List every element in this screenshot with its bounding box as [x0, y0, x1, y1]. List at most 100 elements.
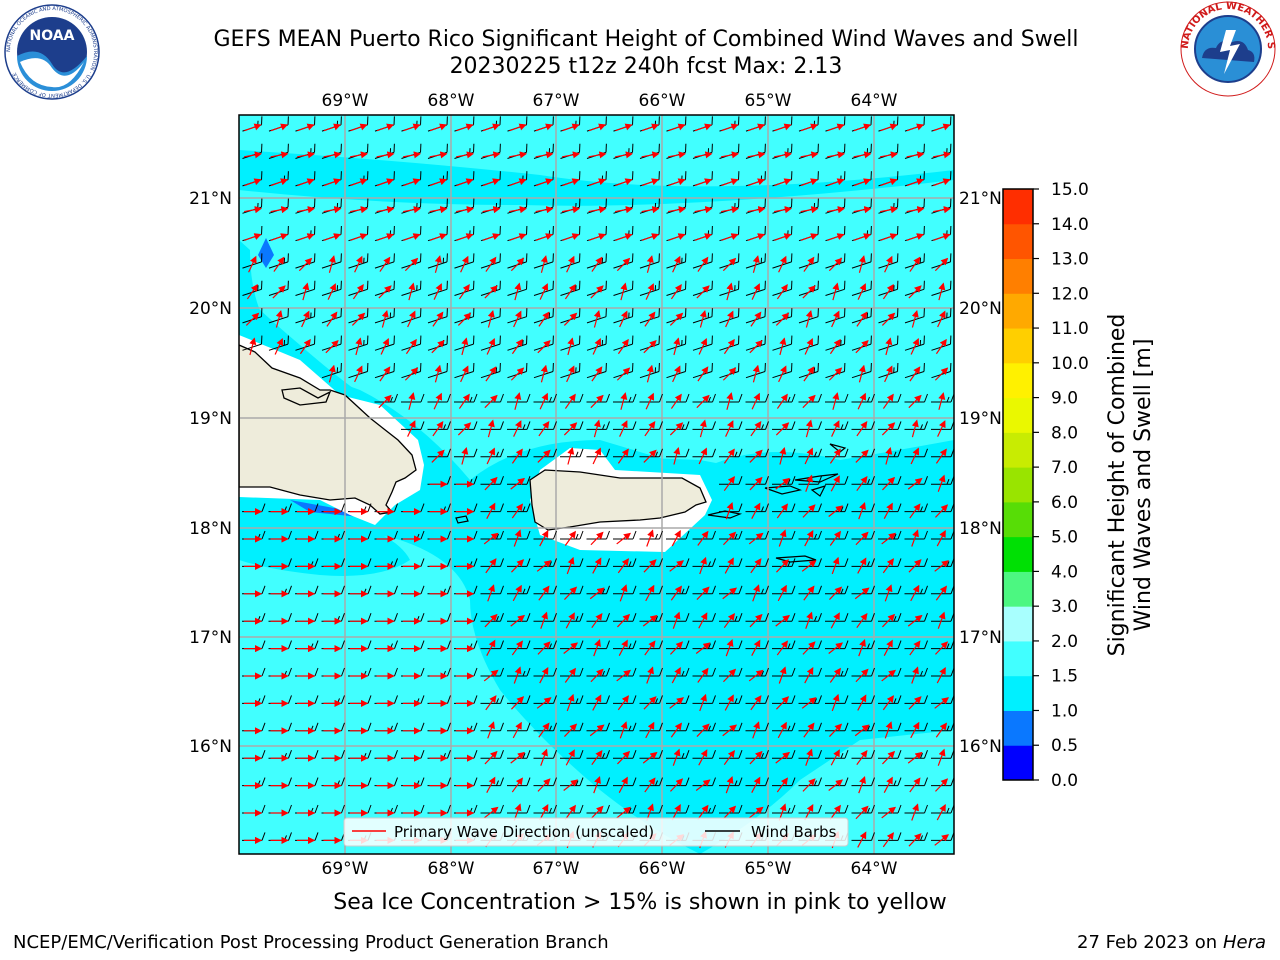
- wave-arrow: [776, 777, 788, 793]
- wave-arrow: [699, 556, 707, 575]
- wave-arrow: [828, 779, 844, 791]
- wave-arrow: [484, 750, 498, 765]
- wave-arrow: [909, 256, 921, 272]
- wave-arrow: [511, 338, 523, 355]
- colorbar-label-line2: Wind Waves and Swell [m]: [1131, 339, 1156, 632]
- wave-arrow: [643, 559, 657, 573]
- wave-arrow: [747, 233, 766, 241]
- chart-title: GEFS MEAN Puerto Rico Significant Height…: [213, 27, 1079, 52]
- colorbar-tick-label: 7.0: [1051, 458, 1078, 478]
- wave-arrow: [934, 367, 949, 381]
- wave-arrow: [540, 364, 548, 383]
- wave-arrow: [323, 206, 342, 214]
- wave-arrow: [935, 778, 949, 792]
- wave-arrow: [882, 393, 894, 409]
- lon-label-top: 66°W: [639, 91, 686, 111]
- lon-label-top: 69°W: [322, 91, 369, 111]
- colorbar-segment: [1003, 536, 1033, 572]
- wave-arrow: [935, 338, 947, 355]
- wave-arrow: [538, 722, 550, 738]
- wave-arrow: [937, 474, 946, 492]
- wave-arrow: [617, 750, 631, 765]
- wave-arrow: [564, 723, 578, 737]
- wave-arrow: [536, 697, 552, 709]
- wave-arrow: [323, 151, 342, 159]
- lat-label-right: 17°N: [959, 628, 1002, 648]
- wave-arrow: [461, 446, 469, 465]
- wave-arrow: [882, 695, 894, 711]
- wave-arrow: [935, 585, 947, 601]
- wave-arrow: [535, 178, 554, 187]
- lat-label-right: 18°N: [959, 519, 1002, 539]
- wave-arrow: [537, 778, 551, 792]
- wave-arrow: [885, 446, 893, 465]
- wave-arrow: [511, 696, 525, 710]
- wave-arrow: [537, 339, 551, 354]
- wave-arrow: [615, 123, 633, 132]
- wave-arrow: [484, 613, 498, 628]
- wave-arrow: [776, 284, 788, 300]
- wave-arrow: [803, 366, 815, 382]
- wave-arrow: [883, 639, 893, 656]
- wave-arrow: [910, 584, 920, 602]
- wave-arrows-layer: [244, 123, 952, 849]
- wave-arrow: [907, 751, 923, 764]
- wave-arrow: [856, 749, 868, 766]
- wave-arrow: [699, 419, 707, 438]
- wave-arrow: [592, 337, 602, 355]
- wave-arrow: [299, 338, 311, 355]
- wave-arrow: [752, 255, 760, 273]
- wave-arrow: [513, 310, 522, 328]
- wave-arrow: [381, 309, 389, 328]
- wave-arrow: [856, 612, 868, 629]
- colorbar-tick-label: 6.0: [1051, 493, 1078, 513]
- wave-arrow: [853, 151, 872, 159]
- wave-arrow: [567, 446, 575, 465]
- wave-arrow: [830, 612, 840, 629]
- colorbar-segment: [1003, 745, 1033, 781]
- wave-arrow: [881, 532, 897, 545]
- wave-arrow: [270, 178, 289, 187]
- lat-label-left: 20°N: [189, 299, 232, 319]
- wave-arrow: [592, 694, 602, 711]
- credit-host: Hera: [1222, 932, 1266, 953]
- wave-arrow: [830, 749, 840, 766]
- wave-arrow: [593, 639, 601, 657]
- wave-arrow: [352, 284, 364, 300]
- wave-arrow: [297, 151, 316, 159]
- wave-arrow: [672, 255, 681, 273]
- lon-label-bottom: 67°W: [533, 859, 580, 879]
- wave-arrow: [748, 532, 764, 545]
- wave-arrow: [721, 151, 740, 159]
- wave-arrow: [802, 394, 816, 409]
- wave-arrow: [751, 392, 761, 410]
- wave-arrow: [670, 284, 682, 300]
- wave-arrow: [248, 255, 257, 273]
- colorbar: 0.0 0.5 1.0 1.5 2.0 3.0 4.0 5.0 6.0 7.0 8.0 9.0 10.0…: [1002, 180, 1089, 791]
- wave-arrow: [327, 283, 337, 300]
- wave-arrow: [751, 502, 761, 519]
- wave-arrow: [376, 151, 395, 159]
- wave-arrow: [800, 233, 819, 241]
- wave-arrow: [723, 338, 735, 355]
- wave-arrow: [855, 531, 869, 546]
- wave-arrow: [697, 366, 709, 382]
- wave-arrow: [832, 282, 840, 301]
- wave-arrow: [588, 123, 607, 132]
- wave-arrow: [351, 312, 366, 326]
- wave-arrow: [592, 447, 602, 465]
- wave-arrow: [696, 285, 710, 299]
- wave-arrow: [747, 206, 766, 214]
- wave-arrow: [668, 206, 687, 214]
- wave-arrow: [297, 178, 315, 187]
- wave-arrow: [563, 779, 579, 791]
- wave-arrow: [535, 233, 554, 241]
- wave-arrow: [593, 309, 601, 328]
- wave-arrow: [933, 151, 952, 159]
- wave-arrow: [909, 777, 921, 793]
- wave-arrow: [908, 394, 922, 409]
- wave-arrow: [483, 806, 499, 819]
- wave-arrow: [354, 365, 363, 383]
- colorbar-tick-label: 1.0: [1051, 701, 1078, 721]
- wave-arrow: [854, 724, 870, 737]
